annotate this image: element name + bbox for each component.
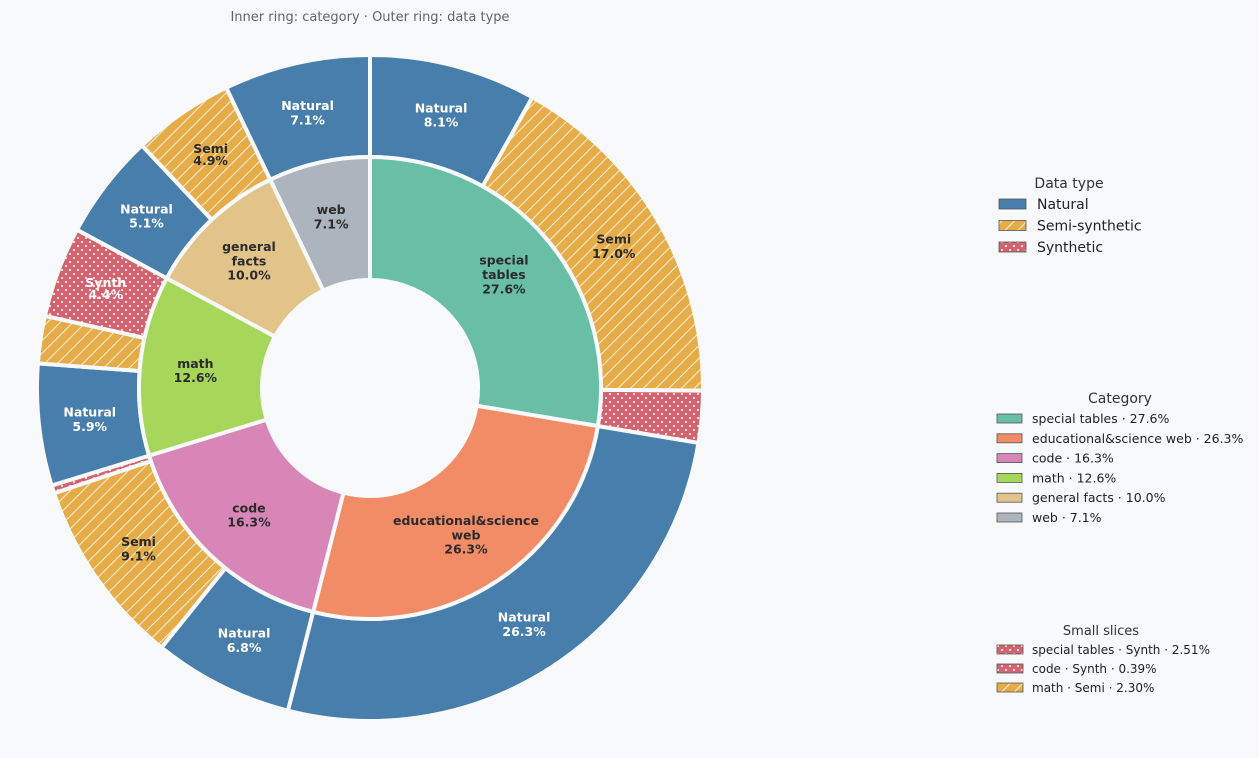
legend-small-title: Small slices	[1063, 624, 1139, 639]
inner-label-special-tables: special tables 27.6%	[479, 253, 528, 297]
inner-label-educational-science-web: educational&science web 26.3%	[393, 513, 539, 557]
outer-label-math-synthetic: Synth 4.4%	[85, 275, 126, 302]
inner-slice-educational-science-web	[311, 403, 600, 621]
legend-swatch-cat-2	[996, 453, 1023, 464]
outer-label-educational-science-web-natural: Natural 26.3%	[498, 609, 551, 638]
outer-label-code-natural: Natural 6.8%	[218, 626, 271, 655]
legend-swatch-cat-0	[996, 413, 1023, 424]
legend-swatch-semi-synthetic	[998, 220, 1027, 231]
legend-category: Category special tables · 27.6% education…	[996, 391, 1244, 525]
chart-title: Inner ring: category · Outer ring: data …	[230, 10, 509, 25]
slice-labels: Natural 8.1% Semi 17.0% Natural 26.3% Natural 6…	[63, 98, 636, 655]
legend-swatch-natural	[998, 198, 1027, 210]
legend-swatch-small-0	[996, 644, 1024, 655]
outer-label-web-natural: Natural 7.1%	[281, 98, 334, 127]
inner-label-web: web 7.1%	[314, 202, 349, 231]
legend-category-item: general facts · 10.0%	[1032, 490, 1166, 505]
legend-swatch-small-1	[996, 663, 1024, 674]
outer-label-special-tables-semi-synthetic: Semi 17.0%	[592, 231, 636, 260]
inner-slice-special-tables	[368, 155, 603, 428]
inner-slice-web	[268, 155, 372, 293]
inner-slice-code	[147, 417, 346, 614]
outer-label-general-facts-semi-synthetic: Semi 4.9%	[193, 141, 228, 168]
legend-swatch-small-2	[996, 682, 1024, 693]
outer-label-math-natural: Natural 5.9%	[63, 405, 116, 434]
legend-small-item: math · Semi · 2.30%	[1032, 681, 1154, 695]
legend-category-item: math · 12.6%	[1032, 470, 1116, 485]
legend-swatch-cat-5	[996, 512, 1023, 523]
legend-category-item: educational&science web · 26.3%	[1032, 431, 1244, 446]
legend-swatch-cat-4	[996, 492, 1023, 503]
legend-small-item: special tables · Synth · 2.51%	[1032, 643, 1210, 657]
outer-label-special-tables-natural: Natural 8.1%	[415, 100, 468, 129]
legend-small-slices: Small slices special tables · Synth · 2.…	[996, 624, 1210, 695]
legend-swatch-cat-1	[996, 433, 1023, 444]
inner-label-general-facts: general facts 10.0%	[222, 239, 276, 283]
legend-category-item: web · 7.1%	[1032, 510, 1102, 525]
legend-category-item: special tables · 27.6%	[1032, 411, 1170, 426]
legend-category-item: code · 16.3%	[1032, 451, 1114, 466]
legend-data-type: Data type Natural Semi-synthetic Synthetic	[998, 176, 1142, 256]
legend-data-type-title: Data type	[1034, 176, 1103, 192]
legend-small-item: code · Synth · 0.39%	[1032, 662, 1157, 676]
outer-label-code-semi-synthetic: Semi 9.1%	[121, 534, 156, 563]
inner-label-code: code 16.3%	[227, 500, 271, 529]
outer-label-general-facts-natural: Natural 5.1%	[120, 201, 173, 230]
legend-item-semi-synthetic: Semi-synthetic	[1037, 219, 1142, 235]
legend-swatch-cat-3	[996, 472, 1023, 483]
legend-swatch-synthetic	[998, 241, 1027, 253]
legend-item-synthetic: Synthetic	[1037, 240, 1103, 256]
outer-ring	[35, 53, 705, 723]
inner-ring	[137, 155, 603, 621]
legend-item-natural: Natural	[1037, 197, 1089, 213]
legend-category-title: Category	[1088, 391, 1152, 407]
inner-label-math: math 12.6%	[174, 356, 218, 385]
inner-slice-math	[137, 276, 277, 458]
